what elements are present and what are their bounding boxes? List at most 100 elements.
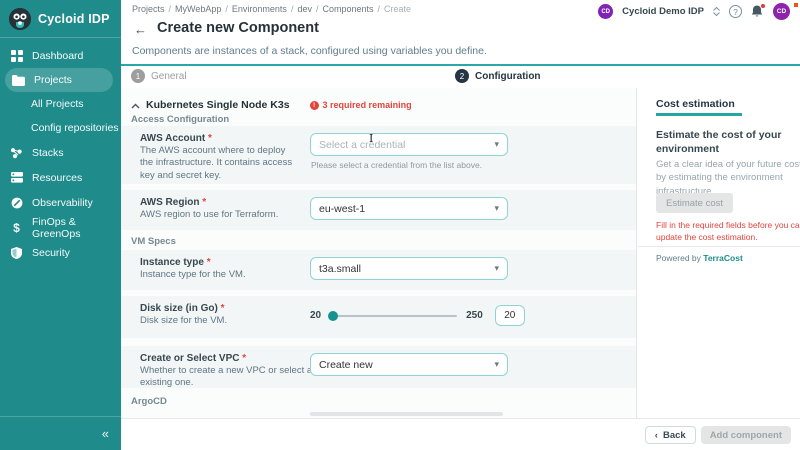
text-cursor-icon: I [369, 132, 374, 145]
field-label: Instance type * [140, 257, 211, 268]
dashboard-icon [10, 49, 23, 62]
step-configuration[interactable]: 2 Configuration [455, 69, 541, 83]
aws-account-select[interactable]: Select a credential ▾ [310, 133, 508, 156]
chevron-left-icon: ‹ [654, 429, 658, 441]
slider-max-label: 250 [466, 310, 483, 321]
field-description: AWS region to use for Terraform. [140, 209, 279, 220]
select-value: t3a.small [319, 262, 362, 275]
sidebar-item-label: Security [32, 246, 70, 259]
content: Kubernetes Single Node K3s ! 3 required … [121, 88, 800, 418]
field-aws-account: AWS Account * The AWS account where to d… [121, 126, 636, 184]
cycloid-owl-logo-icon [9, 7, 31, 30]
sidebar-item-resources[interactable]: Resources [0, 165, 121, 190]
org-avatar[interactable]: CD [598, 4, 614, 19]
field-description: The AWS account where to deploy the infr… [140, 145, 293, 181]
field-description: Instance type for the VM. [140, 269, 246, 280]
breadcrumb-separator: / [315, 4, 319, 14]
stacks-icon [10, 146, 23, 159]
stack-header[interactable]: Kubernetes Single Node K3s ! 3 required … [131, 96, 412, 114]
breadcrumb-separator: / [290, 4, 294, 14]
topbar-right: CD Cycloid Demo IDP ? CD [598, 3, 790, 20]
breadcrumb-item[interactable]: Projects [132, 4, 165, 14]
field-disk-size: Disk size (in Go) * Disk size for the VM… [121, 296, 636, 338]
field-description: Disk size for the VM. [140, 315, 228, 326]
field-instance-type: Instance type * Instance type for the VM… [121, 250, 636, 290]
breadcrumb: Projects / MyWebApp / Environments / dev… [132, 4, 411, 14]
sidebar-item-config-repositories[interactable]: Config repositories [0, 116, 121, 140]
required-asterisk: * [202, 197, 207, 208]
sidebar-item-label: Projects [34, 74, 72, 86]
help-icon[interactable]: ? [729, 5, 742, 18]
aws-region-select[interactable]: eu-west-1 ▾ [310, 197, 508, 220]
select-value: Create new [319, 358, 373, 371]
cost-description: Get a clear idea of your future costs by… [656, 159, 800, 197]
sidebar-item-all-projects[interactable]: All Projects [0, 92, 121, 116]
observability-gauge-icon [10, 196, 23, 209]
sidebar-item-label: Dashboard [32, 49, 84, 62]
user-avatar[interactable]: CD [773, 3, 790, 20]
required-asterisk: * [220, 303, 225, 314]
breadcrumb-item[interactable]: dev [297, 4, 312, 14]
next-field-divider [310, 412, 503, 416]
estimate-cost-button[interactable]: Estimate cost [656, 193, 734, 213]
breadcrumb-item[interactable]: Environments [231, 4, 287, 14]
field-label: Create or Select VPC * [140, 353, 247, 364]
logo-row[interactable]: Cycloid IDP [0, 0, 121, 38]
stepper: 1 General 2 Configuration [121, 66, 800, 88]
sidebar: Cycloid IDP Dashboard Projects All Proje… [0, 0, 121, 450]
field-create-or-select-vpc: Create or Select VPC * Whether to create… [121, 346, 636, 388]
step-label: Configuration [475, 70, 541, 82]
add-component-button[interactable]: Add component [700, 426, 791, 444]
sidebar-item-observability[interactable]: Observability [0, 190, 121, 215]
error-dot-icon: ! [309, 100, 319, 110]
disk-size-input[interactable] [494, 305, 525, 326]
sidebar-item-label: Resources [32, 171, 83, 184]
chevron-down-icon: ▾ [494, 263, 499, 273]
tab-cost-estimation[interactable]: Cost estimation [656, 98, 735, 110]
terracost-link[interactable]: TerraCost [703, 253, 743, 263]
chevron-down-icon: ▾ [494, 139, 499, 149]
org-switcher-chevrons-icon[interactable] [713, 7, 720, 16]
notifications-bell-icon[interactable] [751, 4, 765, 18]
sidebar-item-security[interactable]: Security [0, 240, 121, 265]
select-value: eu-west-1 [319, 202, 366, 215]
sidebar-item-finops[interactable]: $ FinOps & GreenOps [0, 215, 121, 240]
sidebar-nav: Dashboard Projects All Projects Config r… [0, 38, 121, 265]
instance-type-select[interactable]: t3a.small ▾ [310, 257, 508, 280]
footer-bar: ‹ Back Add component [121, 418, 800, 450]
field-label: AWS Region * [140, 197, 207, 208]
vpc-select[interactable]: Create new ▾ [310, 353, 508, 376]
breadcrumb-item[interactable]: MyWebApp [175, 4, 222, 14]
page-title: Create new Component [157, 20, 319, 36]
org-switcher[interactable]: Cycloid Demo IDP [622, 6, 704, 17]
server-icon [10, 171, 23, 184]
section-argocd: ArgoCD [131, 396, 167, 407]
sidebar-item-dashboard[interactable]: Dashboard [0, 43, 121, 68]
breadcrumb-item[interactable]: Components [322, 4, 374, 14]
sidebar-item-projects[interactable]: Projects [5, 68, 113, 92]
cost-estimation-panel: Cost estimation Estimate the cost of you… [638, 88, 800, 418]
required-remaining-text: 3 required remaining [322, 100, 412, 110]
app-title: Cycloid IDP [38, 11, 110, 26]
step-general[interactable]: 1 General [131, 69, 187, 83]
sidebar-item-label: FinOps & GreenOps [32, 215, 81, 240]
breadcrumb-item-current: Create [384, 4, 412, 14]
section-vm-specs: VM Specs [131, 236, 176, 247]
slider-thumb[interactable] [328, 310, 339, 321]
collapse-sidebar-icon[interactable]: « [101, 426, 109, 441]
back-button[interactable]: ‹ Back [644, 426, 696, 444]
chevron-up-icon [131, 96, 140, 114]
section-access-configuration: Access Configuration [131, 114, 230, 125]
back-arrow-icon[interactable]: ← [134, 22, 147, 37]
required-asterisk: * [242, 353, 247, 364]
sidebar-item-stacks[interactable]: Stacks [0, 140, 121, 165]
breadcrumb-separator: / [168, 4, 172, 14]
chevron-down-icon: ▾ [494, 203, 499, 213]
disk-size-slider[interactable] [328, 310, 458, 321]
header-accent-divider [121, 64, 800, 66]
page-subtitle: Components are instances of a stack, con… [132, 45, 487, 57]
main-area: Projects / MyWebApp / Environments / dev… [121, 0, 800, 450]
field-label: AWS Account * [140, 133, 212, 144]
step-number: 2 [455, 69, 469, 83]
sidebar-item-label: Stacks [32, 146, 64, 159]
